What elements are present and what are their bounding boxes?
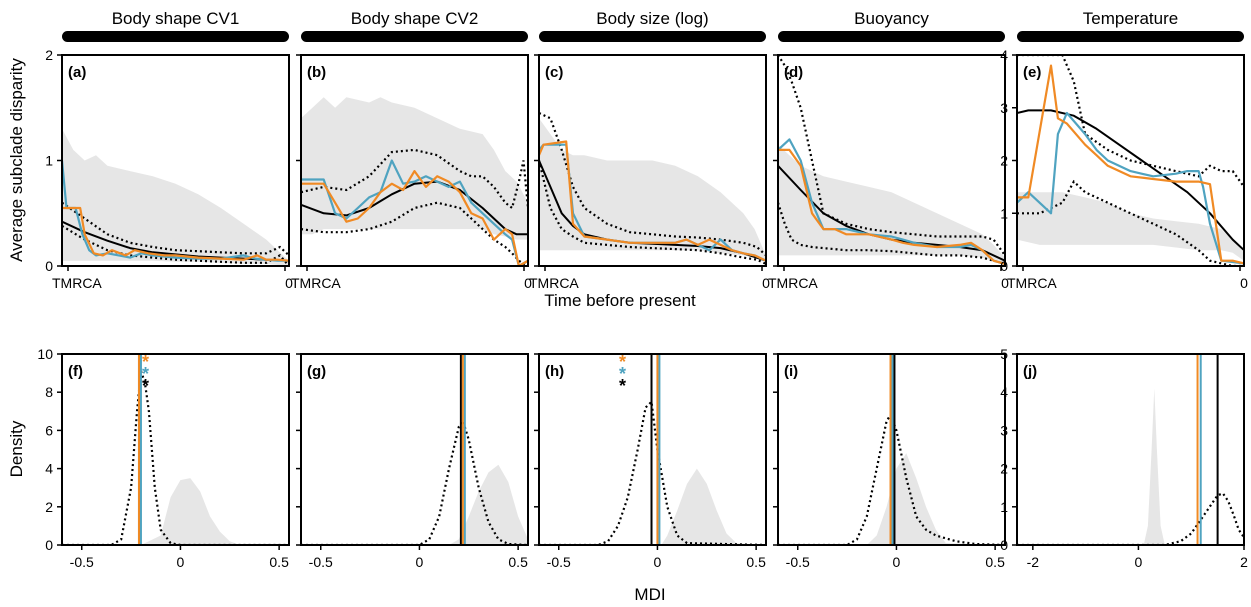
- panel-label: (g): [307, 363, 326, 380]
- panel-title: Body shape CV1: [112, 9, 240, 28]
- x-tick-label: -0.5: [70, 554, 94, 570]
- panel-strip: [539, 31, 766, 42]
- plot-area: [778, 354, 1005, 545]
- panel-i: -0.5 0 0.5(i): [773, 354, 1005, 570]
- x-tick-label: -2: [1027, 554, 1040, 570]
- y-tick-label: 0: [45, 258, 53, 274]
- x-tick-label: -0.5: [786, 554, 810, 570]
- x-tick-label: TMRCA: [768, 275, 818, 291]
- y-tick-label: 8: [45, 384, 53, 400]
- x-tick-label: TMRCA: [291, 275, 341, 291]
- observed-density-dotted: [1017, 493, 1244, 545]
- x-tick-label: -0.5: [547, 554, 571, 570]
- panel-e: TemperatureTMRCA 001234(e): [1000, 9, 1248, 291]
- significance-star-black: *: [619, 376, 626, 396]
- y-tick-label: 5: [1000, 346, 1008, 362]
- y-tick-label: 3: [1000, 422, 1008, 438]
- panel-strip: [301, 31, 528, 42]
- xlabel-top: Time before present: [544, 291, 696, 310]
- ylabel-top: Average subclade disparity: [7, 58, 26, 262]
- y-tick-label: 2: [45, 47, 53, 63]
- panel-title: Body size (log): [596, 9, 708, 28]
- x-tick-label: 0.5: [746, 554, 766, 570]
- y-tick-label: 1: [45, 153, 53, 169]
- x-tick-label: 0: [893, 554, 901, 570]
- panel-strip: [778, 31, 1005, 42]
- x-tick-label: TMRCA: [529, 275, 579, 291]
- dotted-quantile-line-upper: [1017, 55, 1244, 187]
- panel-strip: [1017, 31, 1244, 42]
- y-tick-label: 2: [1000, 153, 1008, 169]
- y-tick-label: 2: [45, 499, 53, 515]
- y-tick-label: 3: [1000, 100, 1008, 116]
- y-tick-label: 4: [1000, 384, 1008, 400]
- x-tick-label: 0: [654, 554, 662, 570]
- null-density-area: [62, 478, 289, 545]
- panel-label: (a): [68, 64, 86, 81]
- panel-label: (c): [545, 64, 563, 81]
- panel-h: ***-0.5 0 0.5(h): [534, 352, 766, 570]
- x-tick-label: 0.5: [985, 554, 1005, 570]
- y-tick-label: 4: [1000, 47, 1008, 63]
- panel-b: Body shape CV2 TMRCA 0 (b): [291, 9, 532, 291]
- plot-area: [301, 97, 528, 266]
- y-tick-label: 2: [1000, 461, 1008, 477]
- x-tick-label: 2: [1240, 554, 1248, 570]
- x-tick-label: TMRCA: [52, 275, 102, 291]
- x-tick-label: -0.5: [309, 554, 333, 570]
- significance-star-black: *: [142, 376, 149, 396]
- panel-label: (d): [784, 64, 803, 81]
- x-tick-label: 0: [416, 554, 424, 570]
- panel-d: Buoyancy TMRCA 0 (d): [768, 9, 1009, 291]
- y-tick-label: 0: [1000, 537, 1008, 553]
- y-tick-label: 10: [37, 346, 53, 362]
- panel-c: Body size (log)TMRCA 0(c): [529, 9, 770, 291]
- x-tick-label: 0.5: [269, 554, 289, 570]
- panel-frame: [1017, 354, 1244, 545]
- x-tick-label: 0: [1135, 554, 1143, 570]
- plot-area: [539, 113, 766, 264]
- ylabel-bottom: Density: [7, 420, 26, 477]
- plot-area: [62, 354, 289, 545]
- plot-area: [301, 354, 528, 545]
- panel-label: (j): [1023, 363, 1037, 380]
- panel-title: Temperature: [1083, 9, 1178, 28]
- plot-area: [1017, 55, 1244, 266]
- null-envelope: [539, 118, 766, 260]
- panel-strip: [62, 31, 289, 42]
- panel-label: (h): [545, 363, 564, 380]
- x-tick-label: 0.5: [508, 554, 528, 570]
- panel-label: (i): [784, 363, 798, 380]
- x-tick-label: 0: [177, 554, 185, 570]
- x-tick-label: TMRCA: [1007, 275, 1057, 291]
- panels: Body shape CV1TMRCA 0012(a)Body shape CV2…: [37, 9, 1248, 570]
- x-tick-label: 0: [1240, 275, 1248, 291]
- xlabel-bottom: MDI: [634, 585, 665, 604]
- panel-label: (b): [307, 64, 326, 81]
- panel-label: (e): [1023, 64, 1041, 81]
- y-tick-label: 1: [1000, 205, 1008, 221]
- panel-a: Body shape CV1TMRCA 0012(a): [45, 9, 293, 291]
- panel-title: Buoyancy: [854, 9, 929, 28]
- y-tick-label: 6: [45, 422, 53, 438]
- y-tick-label: 0: [45, 537, 53, 553]
- null-density-area: [1017, 388, 1244, 545]
- y-tick-label: 0: [1000, 258, 1008, 274]
- panel-j: -2 0 2 0 1 2 3 4 5 (j): [1000, 346, 1248, 570]
- panel-title: Body shape CV2: [351, 9, 479, 28]
- plot-area: [539, 354, 766, 545]
- y-tick-label: 1: [1000, 499, 1008, 515]
- y-tick-label: 4: [45, 461, 53, 477]
- panel-g: -0.5 0 0.5 (g): [296, 354, 528, 570]
- plot-area: [62, 129, 289, 266]
- plot-area: [1017, 354, 1244, 545]
- panel-label: (f): [68, 363, 83, 380]
- plot-area: [778, 55, 1005, 264]
- null-envelope: [62, 129, 289, 266]
